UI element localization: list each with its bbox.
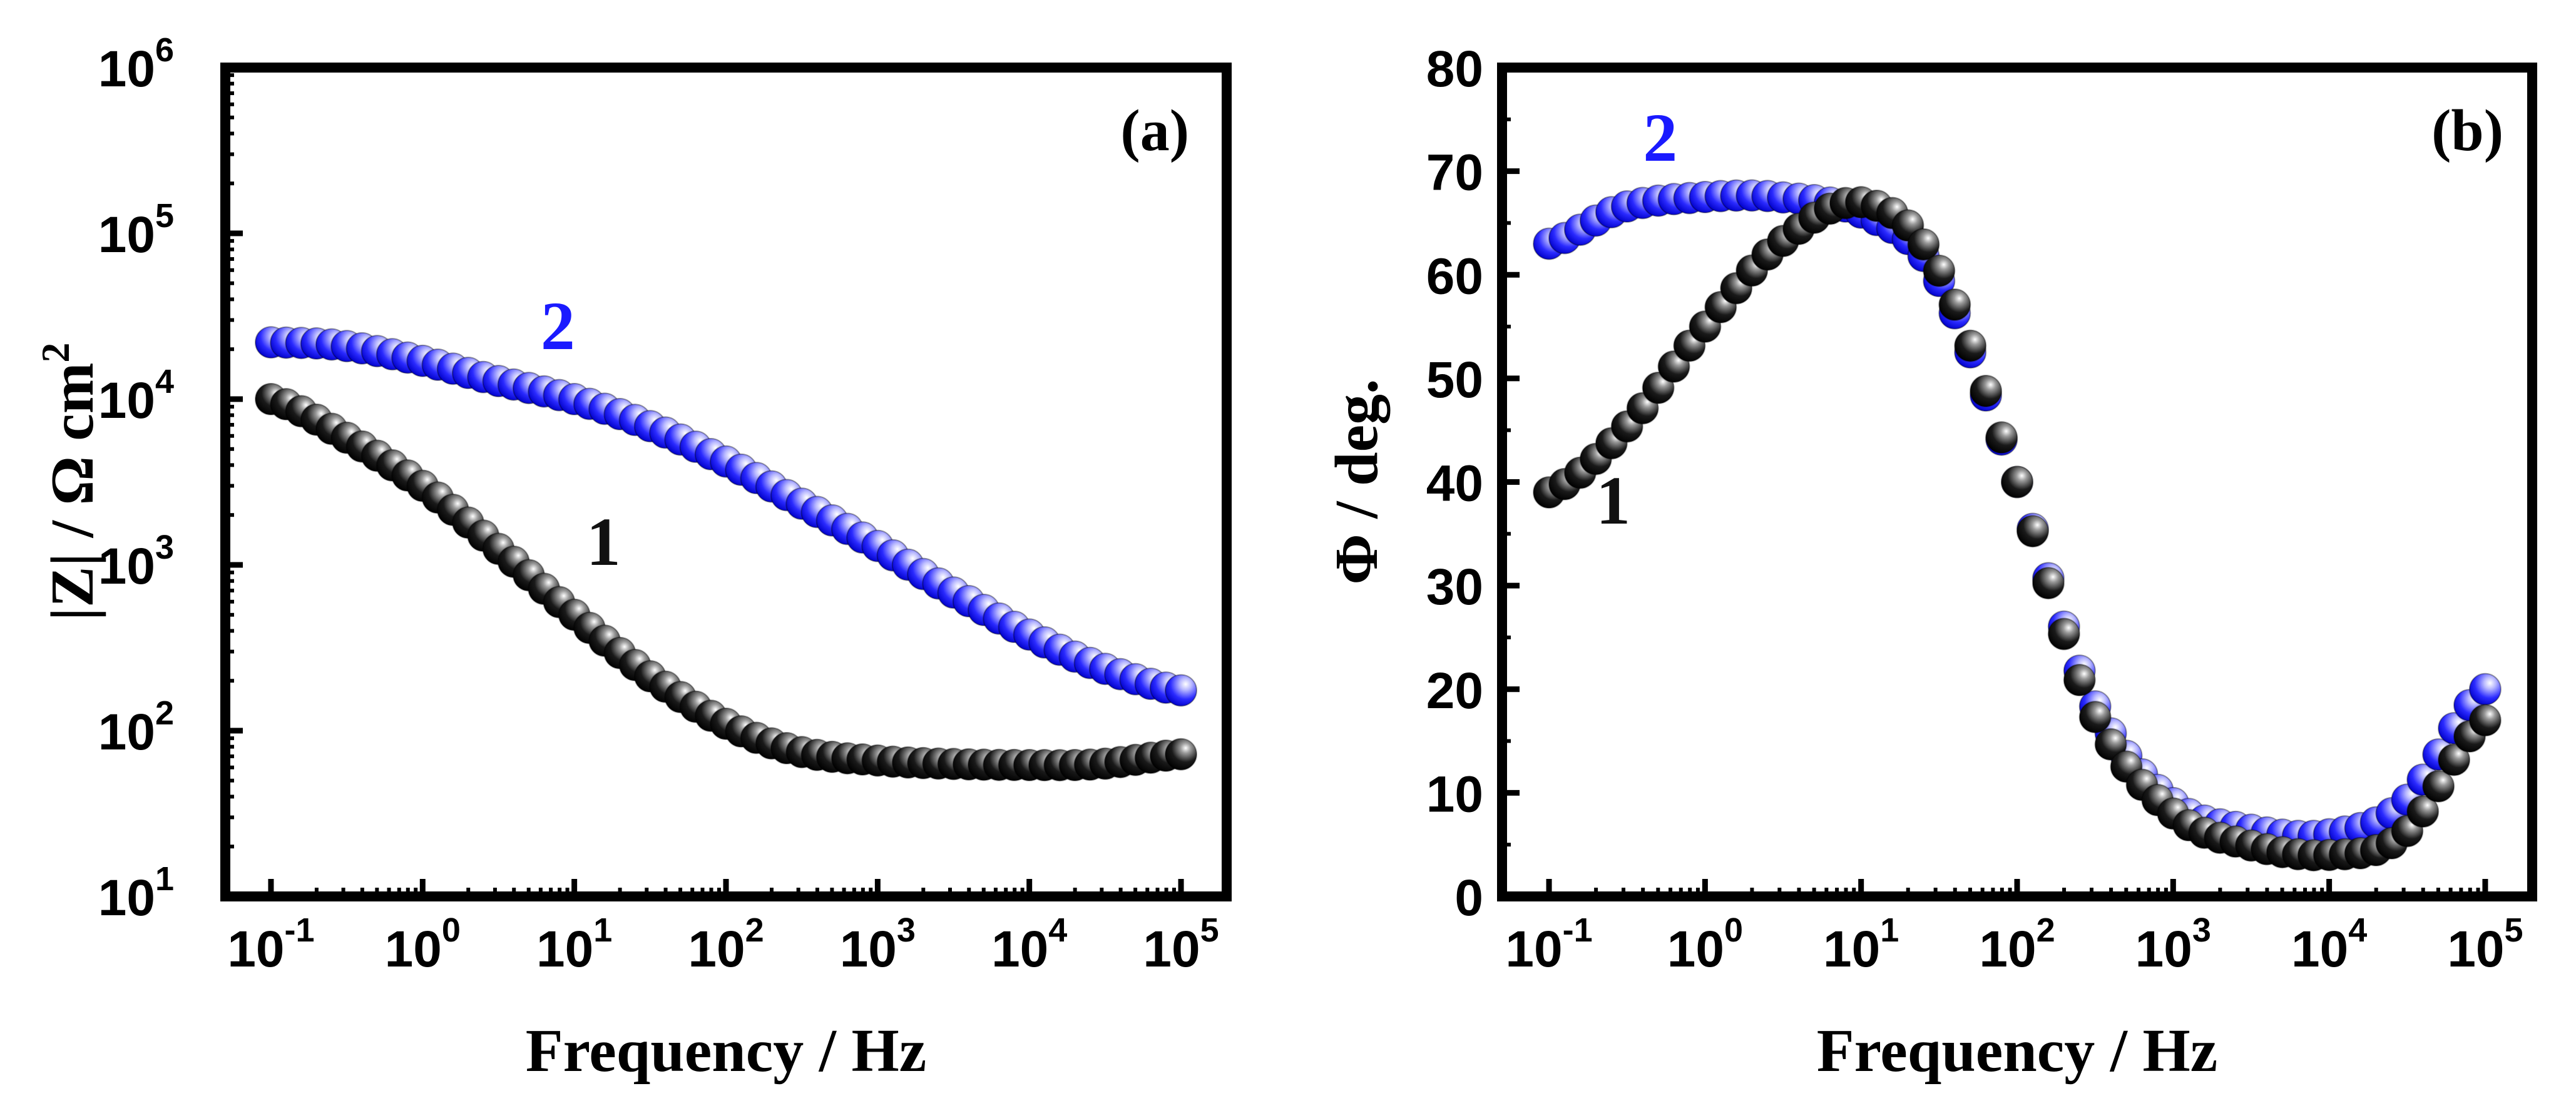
panel-b-x-ticks: 10-1 100 101 102 103 104 105 [1505, 879, 2534, 978]
x-tick-label: 10-1 [227, 911, 314, 978]
x-tick-label: 100 [385, 911, 461, 978]
panel-b-y-axis-title: Φ / deg. [1323, 379, 1391, 585]
panel-b-series-2-label: 2 [1643, 99, 1677, 176]
panel-a-y-ticks: 101 102 103 104 105 106 [98, 31, 243, 926]
x-tick-label: 104 [991, 911, 1067, 978]
panel-b-x-axis-title: Frequency / Hz [1817, 1017, 2218, 1085]
panel-b-series-1-point [2438, 743, 2471, 776]
y-tick-label: 50 [1426, 352, 1483, 408]
panel-b-series-1-point [2422, 769, 2455, 803]
y-tick-label: 40 [1426, 455, 1483, 512]
panel-b-y-ticks: 0 10 20 30 40 50 60 70 80 [1426, 41, 1520, 926]
y-tick-label: 104 [98, 363, 174, 429]
x-tick-label: 102 [1979, 911, 2055, 978]
panel-b-label: (b) [2431, 98, 2503, 163]
panel-a-x-axis-title: Frequency / Hz [526, 1017, 927, 1085]
y-tick-label: 101 [98, 860, 174, 926]
panel-a-points [255, 326, 1197, 782]
x-tick-label: 103 [2135, 911, 2211, 978]
panel-a-y-axis-title: |Z| / Ω cm2 [33, 343, 106, 621]
x-tick-label: 101 [536, 911, 612, 978]
panel-b-series-1-point [2016, 515, 2049, 548]
panel-a-label: (a) [1120, 98, 1189, 163]
x-tick-label: 102 [688, 911, 764, 978]
impedance-magnitude-panel: 10-1 100 101 102 103 104 105 10110210310410510… [33, 31, 1232, 1085]
y-tick-label: 103 [98, 529, 174, 595]
panel-b-series-1-point [2001, 465, 2033, 499]
x-tick-label: 105 [1143, 911, 1219, 978]
panel-a-x-ticks: 10-1 100 101 102 103 104 105 [227, 879, 1229, 978]
y-tick-label: 105 [98, 197, 174, 263]
panel-b-series-1-point [1923, 254, 1956, 287]
phase-angle-panel: 10-1 100 101 102 103 104 105 0 10 20 30 40 50 60 70 80… [1323, 41, 2537, 1085]
panel-b-series-1-point [1907, 228, 1940, 261]
panel-b-series-1-point [2078, 701, 2112, 734]
panel-b-series-1-point [1985, 421, 2018, 454]
y-tick-label: 60 [1426, 248, 1483, 305]
y-tick-label: 70 [1426, 145, 1483, 201]
panel-b-series-1-label: 1 [1596, 462, 1630, 539]
panel-a-series-1-label: 1 [586, 504, 621, 580]
panel-b-series-1-point [1938, 288, 1971, 321]
x-tick-label: 103 [840, 911, 916, 978]
panel-b-series-1-point [2094, 728, 2127, 761]
y-tick-label: 10 [1426, 766, 1483, 823]
x-tick-label: 10-1 [1505, 911, 1592, 978]
y-tick-label: 0 [1454, 870, 1483, 926]
x-tick-label: 105 [2447, 911, 2523, 978]
panel-b-series-1-point [2032, 567, 2065, 600]
panel-b-series-1-point [2063, 664, 2096, 697]
panel-b-series-1-point [1970, 375, 2003, 407]
panel-b-series-1-point [1954, 329, 1987, 362]
panel-a-series-2-label: 2 [541, 288, 575, 364]
panel-b-points [1533, 179, 2502, 872]
panel-b-series-2-point [2468, 672, 2502, 706]
y-tick-label: 20 [1426, 662, 1483, 719]
x-tick-label: 100 [1667, 911, 1743, 978]
panel-b-series-1-point [2047, 617, 2080, 651]
y-tick-label: 30 [1426, 559, 1483, 616]
y-tick-label: 106 [98, 31, 174, 98]
panel-a-series-2-point [1165, 674, 1197, 707]
panel-b-series-1-point [2468, 704, 2502, 737]
x-tick-label: 101 [1823, 911, 1899, 978]
y-tick-label: 80 [1426, 41, 1483, 98]
panel-a-series-1-point [1165, 738, 1197, 771]
panel-b-series-1-point [2406, 795, 2440, 828]
y-tick-label: 102 [98, 694, 174, 761]
x-tick-label: 104 [2291, 911, 2367, 978]
